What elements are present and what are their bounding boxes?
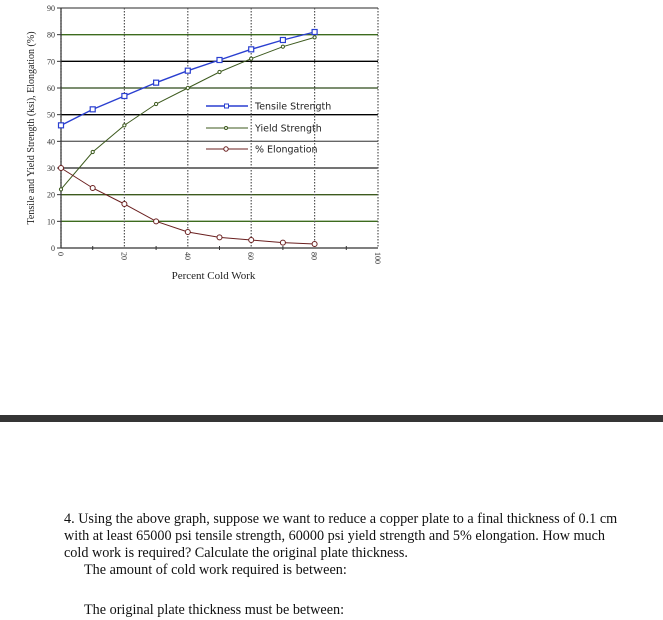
x-tick-label: 40 [183, 252, 192, 260]
y-tick-label: 20 [47, 191, 55, 200]
y-tick-label: 60 [47, 84, 55, 93]
data-point [154, 101, 159, 107]
cold-work-chart: 0 10 20 30 40 50 60 70 80 90 0 20 40 60 80 100 Percent C… [26, 4, 382, 282]
y-tick-label: 30 [47, 164, 55, 173]
cold-work-prompt: The amount of cold work required is betw… [84, 562, 347, 578]
y-tick-label: 80 [47, 31, 55, 40]
data-point [216, 234, 223, 241]
data-point [311, 241, 318, 247]
x-tick-label: 60 [246, 252, 255, 260]
data-point [312, 35, 317, 40]
legend-marker [224, 126, 228, 130]
y-tick-label: 10 [47, 217, 55, 226]
data-point [216, 56, 223, 64]
legend-label: % Elongation [255, 145, 318, 156]
thickness-prompt: The original plate thickness must be bet… [84, 602, 345, 618]
data-point [121, 92, 128, 100]
x-tick-label: 100 [373, 252, 382, 264]
question-text: 4. Using the above graph, suppose we wan… [64, 511, 654, 619]
data-point [279, 36, 286, 44]
data-point [90, 149, 95, 155]
data-point [57, 122, 65, 129]
data-point [121, 201, 128, 207]
data-point [58, 187, 64, 192]
data-point [122, 123, 127, 128]
data-point [279, 239, 286, 246]
y-axis-label: Tensile and Yield Strength (ksi), Elonga… [26, 31, 37, 224]
y-tick-label: 70 [47, 57, 55, 66]
x-tick-label: 80 [310, 252, 319, 260]
data-point [153, 79, 160, 86]
data-point [217, 69, 222, 75]
x-axis-label: Percent Cold Work [172, 270, 256, 282]
question-line: 4. Using the above graph, suppose we wan… [64, 511, 618, 527]
data-point [153, 218, 160, 225]
legend-marker [223, 146, 229, 152]
data-point [248, 237, 255, 243]
divider-bar [0, 415, 663, 422]
data-point [184, 67, 191, 74]
data-point [89, 185, 96, 191]
x-tick-label: 0 [56, 252, 65, 256]
legend-marker [224, 103, 229, 109]
legend-label: Tensile Strength [254, 102, 331, 113]
data-point [185, 85, 190, 91]
data-point [58, 165, 64, 171]
question-line: cold work is required? Calculate the ori… [64, 545, 408, 561]
question-line: with at least 65000 psi tensile strength… [64, 528, 606, 544]
y-tick-label: 40 [47, 137, 55, 146]
y-tick-label: 0 [51, 244, 55, 253]
data-point [89, 106, 96, 113]
y-tick-label: 50 [47, 111, 55, 120]
data-point [311, 28, 318, 36]
data-point [249, 56, 254, 61]
data-point [184, 229, 191, 235]
x-tick-label: 20 [119, 252, 128, 260]
data-point [248, 46, 255, 53]
y-tick-label: 90 [47, 4, 55, 13]
data-point [280, 44, 285, 49]
legend-label: Yield Strength [254, 124, 322, 135]
